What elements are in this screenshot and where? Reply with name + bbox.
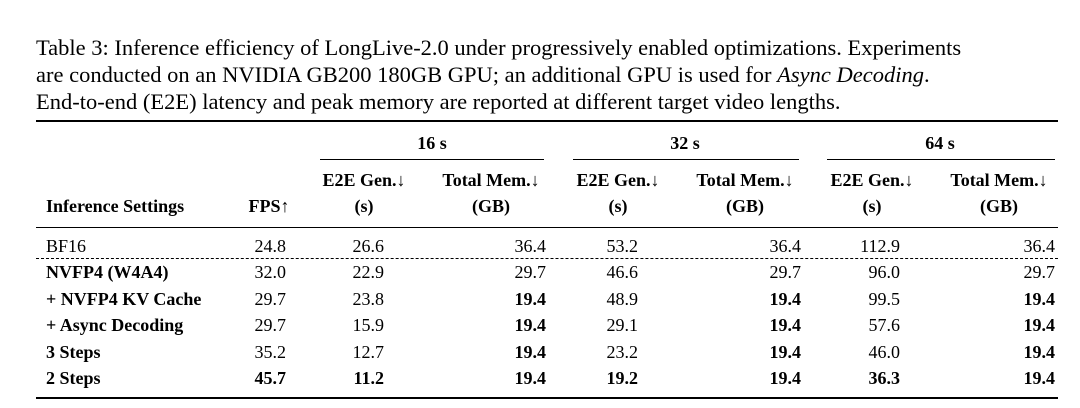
row-e2e-16s: 11.2 [353, 368, 384, 388]
group-header-32s: 32 s [670, 133, 700, 153]
row-setting: + Async Decoding [46, 315, 184, 335]
header-mem-unit-32s: (GB) [726, 196, 764, 216]
row-e2e-64s: 36.3 [868, 368, 901, 388]
header-e2e-unit-64s: (s) [862, 196, 882, 216]
group-rule-32s [573, 159, 799, 161]
header-e2e-unit-32s: (s) [608, 196, 628, 216]
row-setting: + NVFP4 KV Cache [46, 289, 202, 309]
header-inference-settings: Inference Settings [46, 196, 185, 216]
table-caption: Table 3: Inference efficiency of LongLiv… [36, 34, 1076, 115]
row-e2e-32s: 53.2 [606, 236, 639, 256]
row-mem-16s: 36.4 [514, 236, 547, 256]
caption-async-decoding: Async Decoding [777, 62, 924, 87]
group-rule-64s [827, 159, 1055, 161]
row-e2e-64s: 46.0 [868, 342, 901, 362]
dashed-separator [36, 258, 1058, 259]
header-mem-64s: Total Mem.↓ [950, 170, 1048, 190]
header-mem-unit-16s: (GB) [472, 196, 510, 216]
group-rule-16s [320, 159, 544, 161]
row-fps: 24.8 [254, 236, 287, 256]
row-setting: NVFP4 (W4A4) [46, 262, 169, 282]
row-fps: 32.0 [254, 262, 287, 282]
header-e2e-64s: E2E Gen.↓ [830, 170, 914, 190]
row-e2e-16s: 23.8 [352, 289, 385, 309]
row-setting: 3 Steps [46, 342, 101, 362]
caption-line-1: Table 3: Inference efficiency of LongLiv… [36, 35, 962, 60]
header-e2e-32s: E2E Gen.↓ [576, 170, 660, 190]
group-header-64s: 64 s [925, 133, 955, 153]
row-mem-16s: 19.4 [514, 368, 547, 388]
row-mem-64s: 19.4 [1023, 342, 1056, 362]
row-fps: 35.2 [254, 342, 287, 362]
row-mem-64s: 29.7 [1023, 262, 1056, 282]
row-fps: 45.7 [254, 368, 287, 388]
row-e2e-16s: 26.6 [352, 236, 385, 256]
row-e2e-32s: 29.1 [606, 315, 639, 335]
row-mem-16s: 29.7 [514, 262, 547, 282]
row-mem-32s: 19.4 [769, 315, 802, 335]
row-e2e-32s: 48.9 [606, 289, 639, 309]
row-mem-64s: 19.4 [1023, 368, 1056, 388]
row-e2e-16s: 15.9 [352, 315, 385, 335]
row-mem-64s: 36.4 [1023, 236, 1056, 256]
row-fps: 29.7 [254, 315, 287, 335]
row-mem-32s: 19.4 [769, 289, 802, 309]
row-setting: 2 Steps [46, 368, 101, 388]
table-top-rule [36, 120, 1058, 122]
row-mem-16s: 19.4 [514, 315, 547, 335]
table-header-rule [36, 227, 1058, 229]
row-mem-32s: 36.4 [769, 236, 802, 256]
row-e2e-16s: 22.9 [352, 262, 385, 282]
row-e2e-64s: 96.0 [868, 262, 901, 282]
caption-line-3: End-to-end (E2E) latency and peak memory… [36, 89, 841, 114]
caption-period: . [923, 62, 930, 87]
row-e2e-32s: 46.6 [606, 262, 639, 282]
group-header-16s: 16 s [417, 133, 447, 153]
row-e2e-64s: 99.5 [868, 289, 901, 309]
row-mem-16s: 19.4 [514, 342, 547, 362]
header-mem-unit-64s: (GB) [980, 196, 1018, 216]
header-e2e-16s: E2E Gen.↓ [322, 170, 406, 190]
row-mem-16s: 19.4 [514, 289, 547, 309]
caption-line-2: are conducted on an NVIDIA GB200 180GB G… [36, 61, 1076, 88]
row-mem-32s: 19.4 [769, 368, 802, 388]
row-e2e-64s: 57.6 [868, 315, 901, 335]
row-e2e-32s: 19.2 [606, 368, 639, 388]
header-mem-32s: Total Mem.↓ [696, 170, 794, 190]
row-setting: BF16 [46, 236, 87, 256]
row-mem-32s: 19.4 [769, 342, 802, 362]
row-e2e-64s: 112.9 [860, 236, 900, 256]
row-e2e-32s: 23.2 [606, 342, 639, 362]
caption-line-2-text: are conducted on an NVIDIA GB200 180GB G… [36, 62, 778, 87]
header-fps: FPS↑ [248, 196, 290, 216]
row-e2e-16s: 12.7 [352, 342, 385, 362]
row-fps: 29.7 [254, 289, 287, 309]
table-bottom-rule [36, 397, 1058, 399]
row-mem-64s: 19.4 [1023, 315, 1056, 335]
row-mem-32s: 29.7 [769, 262, 802, 282]
header-mem-16s: Total Mem.↓ [442, 170, 540, 190]
row-mem-64s: 19.4 [1023, 289, 1056, 309]
header-e2e-unit-16s: (s) [354, 196, 374, 216]
